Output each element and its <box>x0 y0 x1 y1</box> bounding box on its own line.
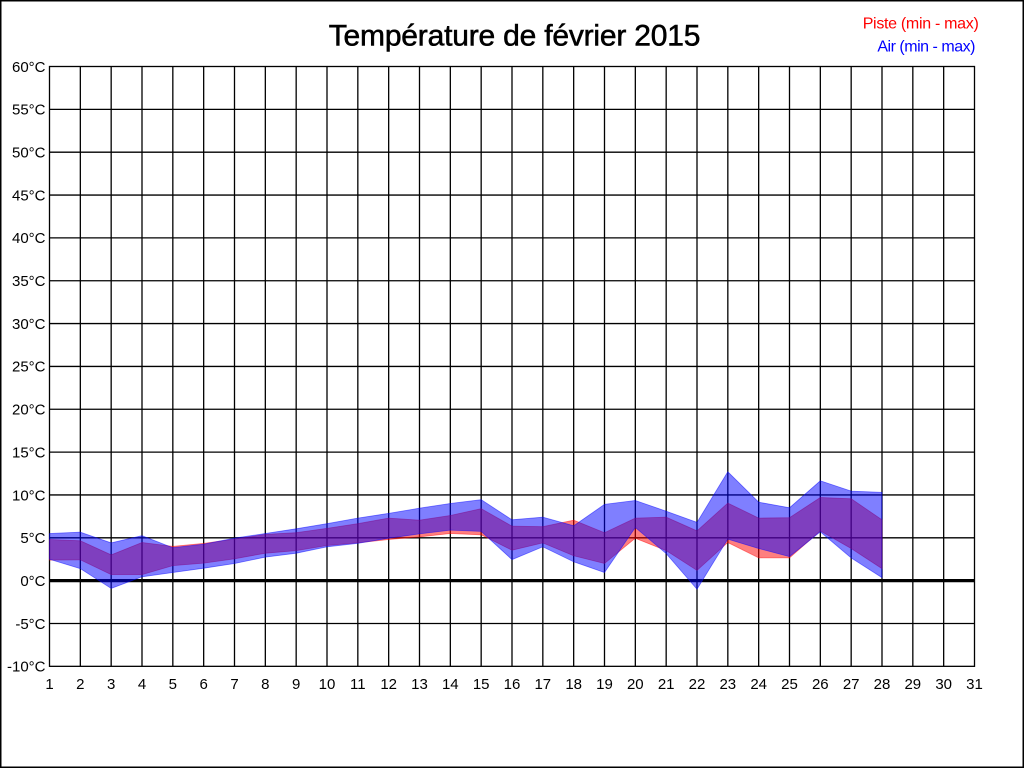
svg-text:9: 9 <box>292 676 300 693</box>
svg-text:40°C: 40°C <box>12 230 46 247</box>
svg-text:4: 4 <box>138 676 146 693</box>
svg-text:25: 25 <box>781 676 798 693</box>
svg-text:30: 30 <box>935 676 952 693</box>
svg-text:15°C: 15°C <box>12 444 46 461</box>
svg-text:21: 21 <box>658 676 675 693</box>
svg-text:3: 3 <box>107 676 115 693</box>
svg-text:19: 19 <box>596 676 613 693</box>
svg-text:27: 27 <box>843 676 860 693</box>
svg-text:7: 7 <box>230 676 238 693</box>
svg-text:26: 26 <box>812 676 829 693</box>
svg-text:60°C: 60°C <box>12 59 46 76</box>
svg-text:8: 8 <box>261 676 269 693</box>
svg-text:50°C: 50°C <box>12 145 46 162</box>
svg-text:15: 15 <box>473 676 490 693</box>
svg-text:-10°C: -10°C <box>7 659 46 676</box>
svg-text:Température de février 2015: Température de février 2015 <box>329 20 700 53</box>
svg-text:29: 29 <box>904 676 921 693</box>
svg-text:1: 1 <box>45 676 53 693</box>
svg-text:20°C: 20°C <box>12 402 46 419</box>
svg-text:Air (min - max): Air (min - max) <box>877 39 975 56</box>
svg-text:-5°C: -5°C <box>15 616 45 633</box>
svg-text:18: 18 <box>565 676 582 693</box>
svg-text:5°C: 5°C <box>20 530 45 547</box>
svg-text:12: 12 <box>380 676 397 693</box>
svg-text:20: 20 <box>627 676 644 693</box>
svg-text:22: 22 <box>689 676 706 693</box>
svg-text:25°C: 25°C <box>12 359 46 376</box>
svg-text:10: 10 <box>319 676 336 693</box>
svg-text:5: 5 <box>169 676 177 693</box>
svg-text:30°C: 30°C <box>12 316 46 333</box>
svg-text:55°C: 55°C <box>12 102 46 119</box>
svg-text:0°C: 0°C <box>20 573 45 590</box>
svg-text:23: 23 <box>719 676 736 693</box>
svg-text:6: 6 <box>200 676 208 693</box>
svg-text:31: 31 <box>966 676 983 693</box>
svg-text:Piste (min - max): Piste (min - max) <box>863 16 979 33</box>
svg-text:2: 2 <box>76 676 84 693</box>
svg-text:28: 28 <box>874 676 891 693</box>
svg-text:35°C: 35°C <box>12 273 46 290</box>
svg-text:11: 11 <box>350 676 366 693</box>
svg-text:10°C: 10°C <box>12 487 46 504</box>
svg-text:17: 17 <box>534 676 551 693</box>
svg-text:16: 16 <box>504 676 521 693</box>
svg-text:13: 13 <box>411 676 428 693</box>
svg-text:14: 14 <box>442 676 459 693</box>
svg-text:24: 24 <box>750 676 767 693</box>
svg-text:45°C: 45°C <box>12 187 46 204</box>
